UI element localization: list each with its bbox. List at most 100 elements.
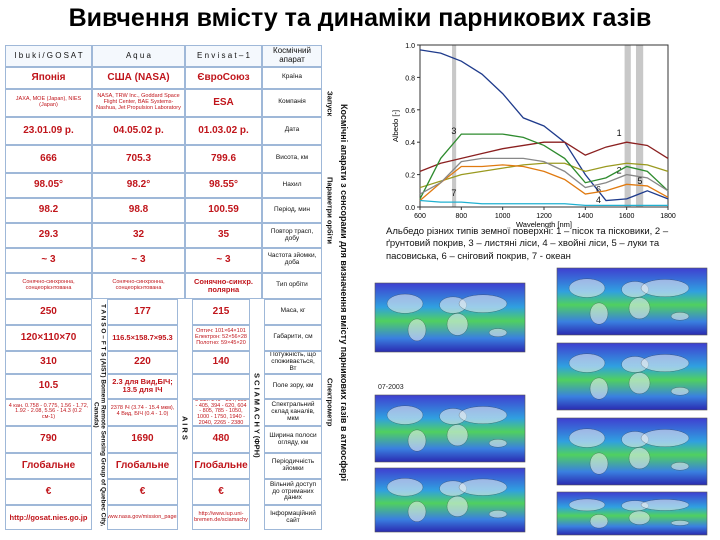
value-cell: Глобальне	[5, 453, 92, 479]
continent	[488, 328, 508, 338]
x-tick-label: 600	[414, 213, 426, 220]
continent	[628, 510, 651, 525]
continent	[386, 478, 424, 497]
continent	[568, 278, 606, 298]
albedo-line	[419, 164, 669, 202]
x-tick-label: 1000	[495, 213, 511, 220]
parameter-cell: Тип орбіти	[262, 272, 322, 299]
value-cell: NASA, TRW Inc., Goddard Space Flight Cen…	[92, 89, 185, 117]
plot-frame	[419, 44, 669, 208]
value-cell: Сонячно-синхронна, сонцеорієнтована	[5, 272, 92, 299]
continent	[407, 501, 427, 522]
side-title: Космічні апарати з сенсорами для визначе…	[339, 103, 349, 482]
value-cell: 98.2	[5, 197, 92, 223]
parameter-cell: Повтор трасп, добу	[262, 223, 322, 248]
continent	[488, 510, 508, 519]
side-label: Спектрометр	[325, 378, 335, 427]
value-cell: 29.3	[5, 223, 92, 248]
y-axis-label: Albedo [-]	[391, 110, 400, 142]
parameter-cell: Частота зйомки, доба	[262, 248, 322, 273]
albedo-line	[419, 133, 669, 200]
continent	[628, 297, 651, 320]
value-cell: JAXA, MOE (Japan), NIES (Japan)	[5, 89, 92, 117]
line-label: 7	[451, 188, 456, 198]
value-cell: 666	[5, 145, 92, 173]
parameter-cell: Періодичність зйомки	[264, 453, 322, 479]
value-cell: 01.03.02 р.	[185, 116, 262, 145]
value-cell: Оптич: 101×64×101 Електрон: 52×56×28 Пол…	[192, 325, 250, 351]
value-cell: 10.5	[5, 374, 92, 399]
albedo-line	[419, 199, 668, 207]
value-cell	[192, 374, 250, 399]
continent	[386, 293, 424, 314]
y-tick-label: 0.0	[405, 205, 415, 212]
value-cell: 250	[5, 298, 92, 325]
value-cell: 98.55°	[185, 172, 262, 198]
side-label: Параметри орбіти	[325, 177, 335, 245]
chart-caption: Альбедо різних типів земної поверхні: 1 …	[386, 226, 669, 262]
value-cell: Сонячно-синхр. полярна	[185, 272, 262, 299]
value-cell: 790	[5, 426, 92, 453]
continent	[640, 279, 690, 298]
x-tick-label: 1600	[619, 213, 635, 220]
continent	[640, 499, 690, 511]
continent	[568, 428, 606, 448]
instrument-label: T A N S O – F T S (AIST) Bomem Remote Se…	[92, 303, 107, 527]
parameter-cell: Компанія	[262, 89, 322, 117]
value-cell: http://www.iup.uni-bremen.de/sciamachy	[192, 505, 250, 530]
value-cell: 8 кан. 240 - 314, 309 - 405, 394 - 620, …	[192, 398, 250, 426]
value-cell: США (NASA)	[92, 66, 185, 89]
line-label: 3	[451, 126, 456, 136]
value-cell: ESA	[185, 89, 262, 117]
continent	[407, 429, 427, 452]
value-cell: 215	[192, 298, 250, 325]
continent	[446, 424, 469, 447]
value-cell: http://www.nasa.gov/mission_pages/aqua	[107, 505, 178, 530]
value-cell: 705.3	[92, 145, 185, 173]
value-cell: 120×110×70	[5, 325, 92, 351]
header-cell: E n v i s a t – 1	[185, 45, 262, 67]
value-cell: ~ 3	[185, 248, 262, 273]
continent	[407, 318, 427, 342]
line-label: 4	[596, 195, 601, 205]
value-cell: 310	[5, 350, 92, 374]
value-cell: 140	[192, 350, 250, 374]
parameter-cell: Дата	[262, 116, 322, 145]
value-cell: 100.59	[185, 197, 262, 223]
continent	[589, 514, 609, 529]
slide-title: Вивчення вмісту та динаміки парникових г…	[68, 4, 652, 32]
value-cell: 23.01.09 р.	[5, 116, 92, 145]
value-cell: 98.2°	[92, 172, 185, 198]
absorption-band	[635, 45, 644, 207]
parameter-cell: Маса, кг	[264, 298, 322, 325]
continent	[458, 294, 508, 313]
value-cell: 35	[185, 223, 262, 248]
x-tick-label: 1400	[578, 213, 594, 220]
continent	[568, 353, 606, 373]
value-cell: Японія	[5, 66, 92, 89]
continent	[589, 302, 609, 325]
continent	[458, 478, 508, 496]
parameter-cell: Країна	[262, 66, 322, 89]
value-cell: €	[5, 479, 92, 505]
parameter-cell: Інформаційний сайт	[264, 505, 322, 530]
map-label: 07-2003	[378, 384, 404, 391]
x-tick-label: 1200	[536, 213, 552, 220]
continent	[446, 313, 469, 336]
x-axis-label: Wavelength [nm]	[516, 220, 572, 229]
value-cell: 1690	[107, 426, 178, 453]
continent	[446, 495, 469, 517]
line-label: 6	[596, 185, 601, 195]
continent	[386, 405, 424, 425]
x-tick-label: 800	[455, 213, 467, 220]
x-tick-label: 1800	[660, 213, 676, 220]
continent	[458, 406, 508, 425]
continent	[670, 312, 690, 321]
value-cell: 480	[192, 426, 250, 453]
parameter-cell: Потужність, що споживається, Вт	[264, 350, 322, 374]
absorption-band	[452, 45, 457, 207]
instrument-label: A I R S	[180, 415, 190, 440]
continent	[670, 520, 690, 526]
